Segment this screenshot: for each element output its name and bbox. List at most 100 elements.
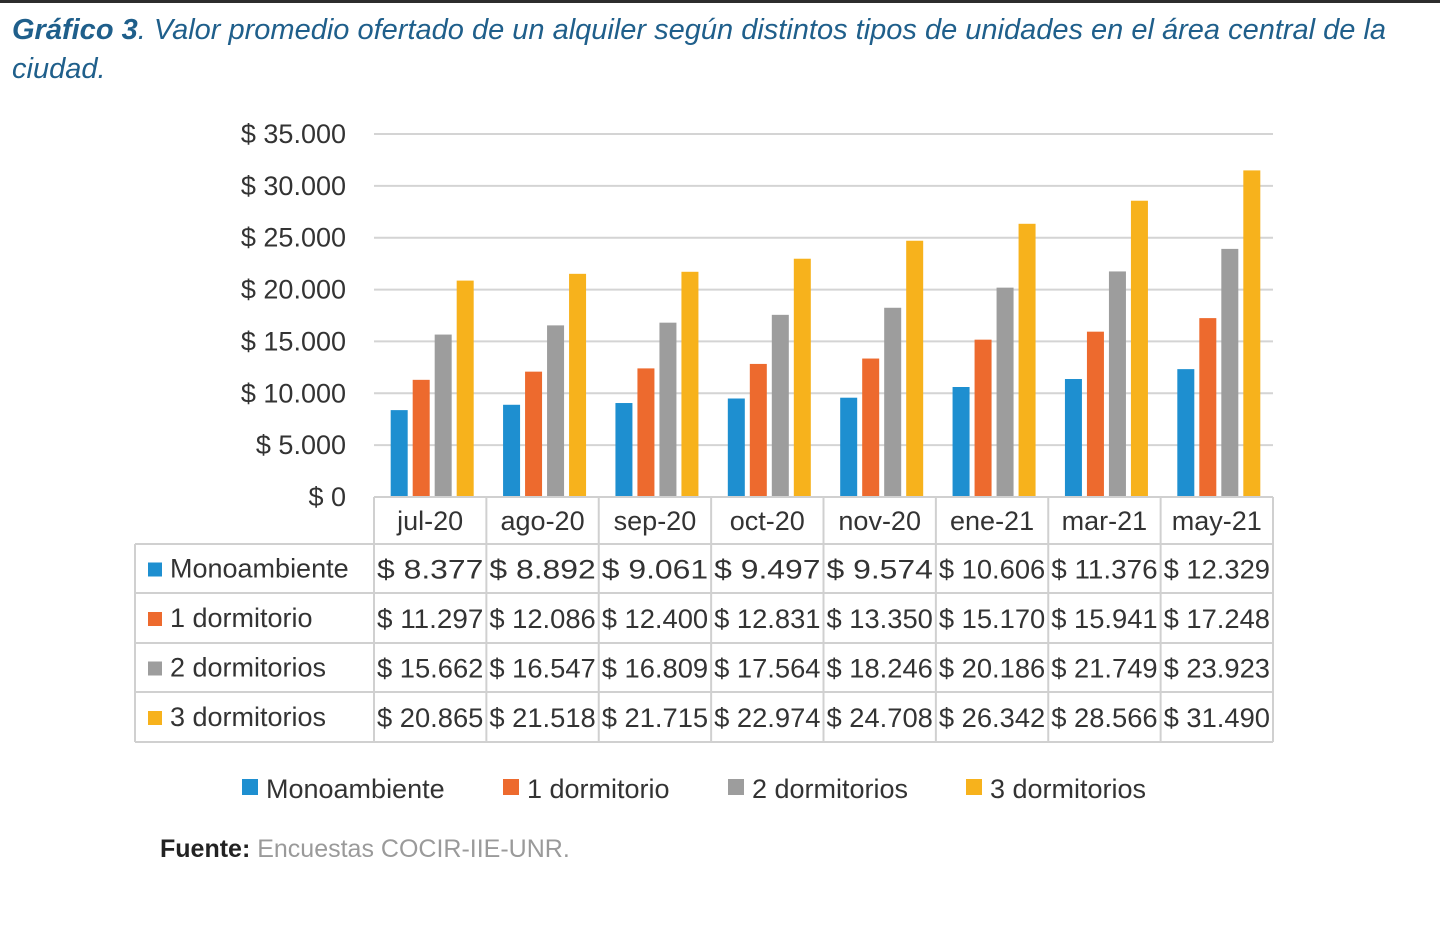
bar-1-4 <box>862 358 880 497</box>
data-label: $ 20.865 <box>377 703 483 733</box>
bar-0-0 <box>390 410 408 497</box>
bar-1-1 <box>525 371 543 497</box>
category-label: jul-20 <box>396 506 463 536</box>
bar-3-4 <box>906 240 924 497</box>
y-tick-label: $ 30.000 <box>241 171 346 201</box>
data-label: $ 12.400 <box>602 604 708 634</box>
table-legend-key-2 <box>148 661 162 676</box>
bar-3-1 <box>569 273 587 497</box>
category-label: may-21 <box>1172 506 1262 536</box>
bar-0-3 <box>727 398 745 497</box>
data-label: $ 8.377 <box>377 555 483 585</box>
data-label: $ 31.490 <box>1164 703 1270 733</box>
bar-0-2 <box>615 403 633 497</box>
bar-1-2 <box>637 368 655 497</box>
bar-2-5 <box>996 287 1014 497</box>
table-legend-key-0 <box>148 562 162 577</box>
legend-swatch-0 <box>242 779 258 795</box>
table-row-label: 3 dormitorios <box>170 702 326 732</box>
bar-1-5 <box>974 339 992 497</box>
data-label: $ 15.941 <box>1051 604 1157 634</box>
data-label: $ 17.248 <box>1164 604 1270 634</box>
legend-label: 3 dormitorios <box>990 774 1146 804</box>
data-label: $ 15.170 <box>939 604 1045 634</box>
data-label: $ 11.376 <box>1051 555 1157 585</box>
data-label: $ 20.186 <box>939 654 1045 684</box>
data-label: $ 16.809 <box>602 654 708 684</box>
data-label: $ 23.923 <box>1164 654 1270 684</box>
category-label: ene-21 <box>950 506 1034 536</box>
category-label: ago-20 <box>501 506 585 536</box>
bar-2-7 <box>1221 248 1239 497</box>
data-label: $ 26.342 <box>939 703 1045 733</box>
data-label: $ 8.892 <box>489 555 595 585</box>
y-tick-label: $ 5.000 <box>256 430 346 460</box>
legend-label: Monoambiente <box>266 774 445 804</box>
source-note: Fuente: Encuestas COCIR-IIE-UNR. <box>160 835 570 864</box>
category-label: sep-20 <box>614 506 697 536</box>
chart-title-text: . Valor promedio ofertado de un alquiler… <box>12 14 1387 85</box>
category-label: mar-21 <box>1062 506 1148 536</box>
chart-title: Gráfico 3. Valor promedio ofertado de un… <box>12 11 1412 89</box>
data-label: $ 24.708 <box>827 703 933 733</box>
category-label: nov-20 <box>838 506 921 536</box>
bar-chart-with-data-table: $ 0 $ 5.000 $ 10.000 $ 15.000 $ 20.000 $ 25.0… <box>134 119 1274 804</box>
legend-swatch-2 <box>728 779 744 795</box>
bar-3-7 <box>1243 170 1261 497</box>
legend-swatch-1 <box>503 779 519 795</box>
data-label: $ 17.564 <box>714 654 820 684</box>
bar-2-3 <box>771 314 789 497</box>
table-legend-key-1 <box>148 612 162 626</box>
bar-1-0 <box>412 379 430 497</box>
bar-0-5 <box>952 387 970 497</box>
bar-1-3 <box>749 363 767 497</box>
data-label: $ 18.246 <box>827 654 933 684</box>
y-tick-label: $ 35.000 <box>241 119 346 149</box>
data-label: $ 16.547 <box>489 654 595 684</box>
data-label: $ 22.974 <box>714 703 820 733</box>
bar-0-6 <box>1064 379 1082 497</box>
bar-2-4 <box>884 307 902 497</box>
y-tick-label: $ 20.000 <box>241 275 346 305</box>
data-label: $ 9.574 <box>827 555 933 585</box>
legend-label: 1 dormitorio <box>527 774 670 804</box>
data-label: $ 11.297 <box>377 604 483 634</box>
data-label: $ 12.086 <box>489 604 595 634</box>
data-label: $ 15.662 <box>377 654 483 684</box>
bar-3-0 <box>456 280 474 497</box>
bar-3-6 <box>1130 200 1148 497</box>
data-label: $ 21.715 <box>602 703 708 733</box>
data-label: $ 9.061 <box>602 555 708 585</box>
bar-3-5 <box>1018 223 1036 497</box>
y-tick-label: $ 25.000 <box>241 223 346 253</box>
chart-title-lead: Gráfico 3 <box>12 14 138 46</box>
bar-0-4 <box>840 397 858 497</box>
source-text: Encuestas COCIR-IIE-UNR. <box>250 835 570 863</box>
bar-3-2 <box>681 271 699 497</box>
bar-0-1 <box>503 404 521 497</box>
data-label: $ 21.518 <box>489 703 595 733</box>
data-label: $ 21.749 <box>1051 654 1157 684</box>
table-legend-key-3 <box>148 711 162 725</box>
table-row-label: 2 dormitorios <box>170 653 326 683</box>
data-label: $ 12.831 <box>714 604 820 634</box>
category-label: oct-20 <box>730 506 805 536</box>
data-label: $ 12.329 <box>1164 555 1270 585</box>
bar-2-6 <box>1108 271 1126 497</box>
bar-2-1 <box>547 325 565 497</box>
table-row-label: 1 dormitorio <box>170 603 313 633</box>
bar-1-6 <box>1086 331 1104 497</box>
bar-3-3 <box>793 258 811 497</box>
y-tick-label: $ 10.000 <box>241 378 346 408</box>
source-label: Fuente: <box>160 835 251 863</box>
data-label: $ 13.350 <box>827 604 933 634</box>
legend-label: 2 dormitorios <box>752 774 908 804</box>
bar-0-7 <box>1177 369 1195 497</box>
bar-2-2 <box>659 322 677 497</box>
data-label: $ 10.606 <box>939 555 1045 585</box>
data-label: $ 9.497 <box>714 555 820 585</box>
y-tick-label: $ 0 <box>308 482 346 512</box>
legend-swatch-3 <box>966 779 982 795</box>
data-label: $ 28.566 <box>1051 703 1157 733</box>
